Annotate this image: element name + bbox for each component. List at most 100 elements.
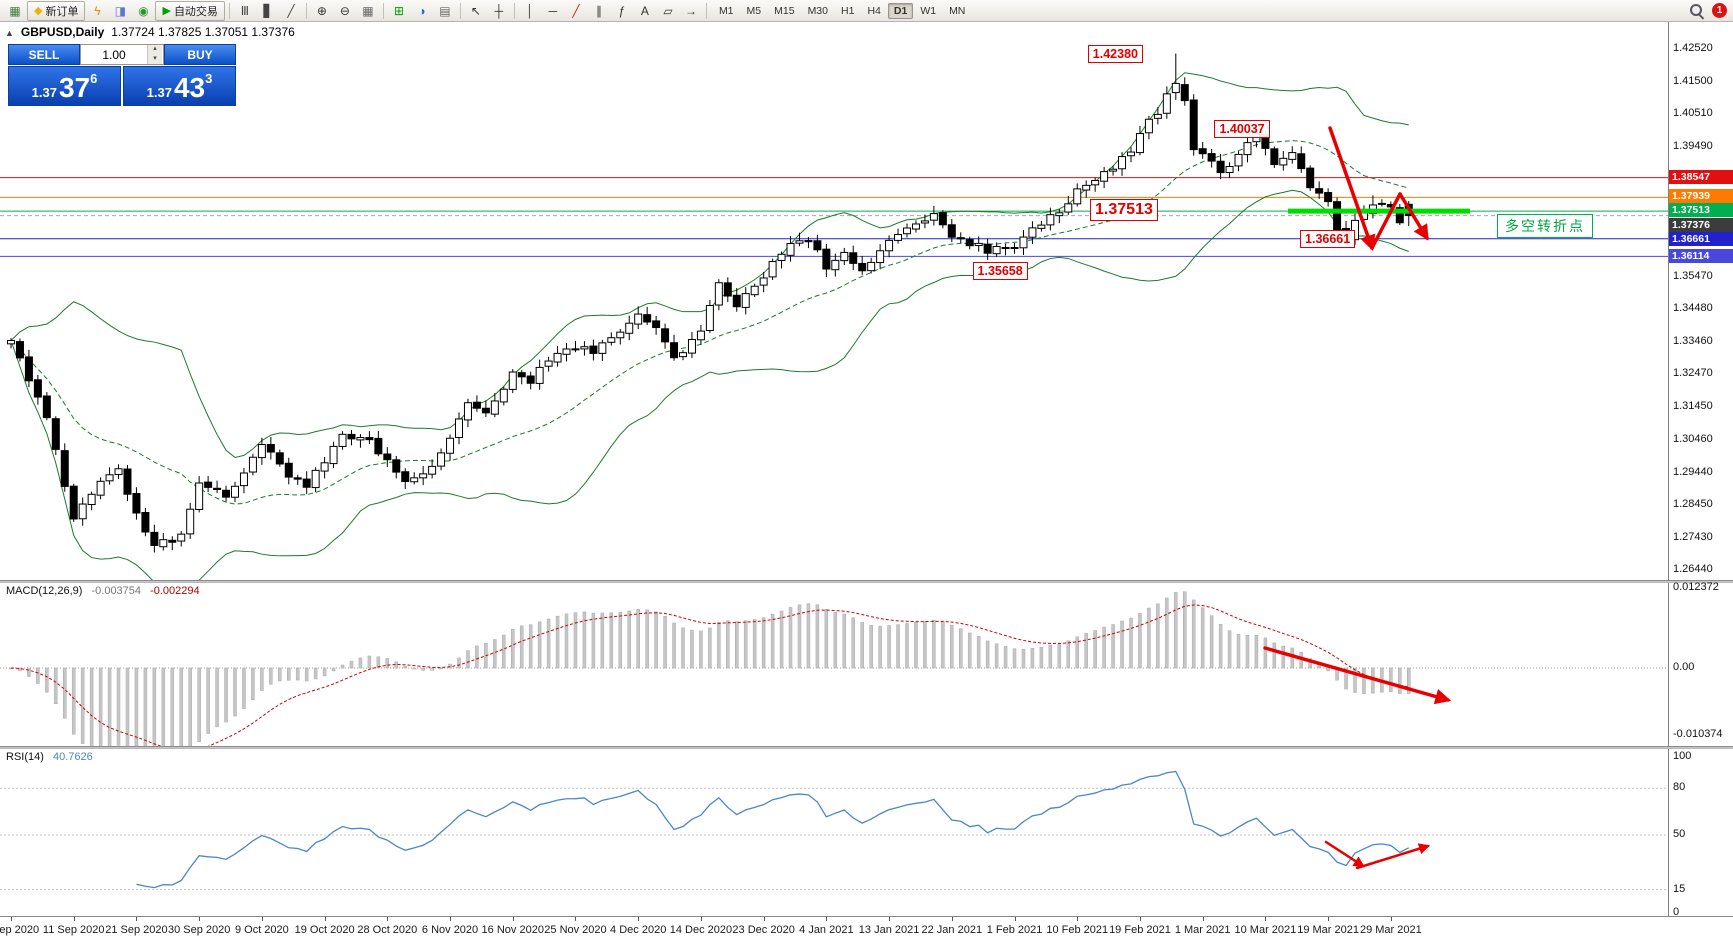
trend-arrow — [1398, 192, 1429, 241]
volume-increase-button[interactable]: ▴ — [148, 45, 162, 55]
candle-body — [1207, 153, 1216, 162]
macd-histogram-bar — [1254, 635, 1259, 669]
timeframe-d1[interactable]: D1 — [887, 2, 914, 19]
macd-histogram-bar — [636, 609, 640, 669]
sell-price-display[interactable]: 1.37 37 6 — [8, 66, 121, 106]
macd-histogram-bar — [1003, 646, 1008, 669]
tile-windows-icon[interactable]: ▦ — [362, 3, 374, 18]
macd-histogram-bar — [224, 667, 228, 723]
price-tick: 1.26440 — [1673, 562, 1713, 575]
timeframe-m1[interactable]: M1 — [718, 4, 734, 17]
line-chart-icon[interactable]: ╱ — [287, 3, 295, 18]
collapse-toggle[interactable]: ▲ — [5, 28, 14, 38]
macd-histogram-bar — [1093, 630, 1097, 669]
fibonacci-icon[interactable]: ƒ — [618, 3, 626, 18]
macd-histogram-bar — [1012, 648, 1017, 669]
text-icon[interactable]: A — [640, 3, 649, 18]
volume-decrease-button[interactable]: ▾ — [148, 54, 162, 64]
autotrading-button[interactable]: ▶ 自动交易 — [155, 0, 225, 21]
macd-histogram-bar — [1102, 626, 1106, 669]
trend-arrow — [1263, 646, 1452, 705]
price-tick: 1.32470 — [1673, 367, 1713, 380]
notification-badge[interactable]: 1 — [1712, 3, 1727, 18]
macd-histogram-bar — [63, 667, 67, 719]
zoom-out-icon[interactable]: ⊖ — [339, 3, 350, 18]
cursor-icon[interactable]: ↖ — [470, 3, 481, 18]
macd-histogram-bar — [439, 667, 443, 670]
candle-body — [732, 294, 741, 308]
timeframe-m30[interactable]: M30 — [807, 4, 828, 17]
candle-body — [1377, 202, 1386, 205]
search-icon[interactable] — [1689, 3, 1704, 18]
macd-scale-tick: 0.012372 — [1673, 581, 1719, 593]
candle-body — [1037, 224, 1046, 229]
macd-histogram-bar — [421, 667, 425, 671]
text-label-icon[interactable]: ▱ — [663, 3, 673, 18]
chart-canvas[interactable] — [0, 22, 1733, 916]
candle-body — [446, 437, 455, 454]
price-tick: 1.27430 — [1673, 530, 1713, 543]
buy-button[interactable]: BUY — [164, 44, 236, 65]
date-label: 10 Mar 2021 — [1234, 924, 1297, 936]
candle-body — [616, 331, 625, 339]
timeframe-m15[interactable]: M15 — [774, 4, 795, 17]
timeframe-h1[interactable]: H1 — [841, 4, 855, 17]
buy-price-display[interactable]: 1.37 43 3 — [123, 66, 236, 106]
timeframe-w1[interactable]: W1 — [920, 4, 937, 17]
macd-histogram-bar — [1407, 667, 1411, 694]
candle-body — [1270, 148, 1279, 166]
profiles-icon[interactable]: ◨ — [114, 3, 127, 18]
candle-body — [257, 444, 266, 459]
zoom-in-icon[interactable]: ⊕ — [316, 3, 327, 18]
new-chart-icon[interactable]: ▦ — [9, 3, 21, 18]
timeframe-h4[interactable]: H4 — [867, 4, 881, 17]
panel-splitter[interactable] — [0, 746, 1733, 749]
macd-histogram-bar — [457, 657, 461, 669]
templates-icon[interactable]: ▤ — [439, 3, 451, 18]
time-tick — [1390, 917, 1392, 921]
macd-histogram-bar — [582, 611, 587, 669]
trendline-icon[interactable]: ╱ — [572, 3, 580, 18]
date-label: 2 Sep 2020 — [0, 924, 40, 936]
crosshair-icon[interactable]: ┼ — [494, 3, 504, 18]
indicators-icon[interactable]: ⊞ — [393, 3, 404, 18]
equidistant-channel-icon[interactable]: ∥ — [595, 3, 602, 18]
macd-histogram-bar — [448, 663, 452, 669]
macd-histogram-bar — [815, 604, 820, 669]
timeframe-m5[interactable]: M5 — [746, 4, 762, 17]
sell-button[interactable]: SELL — [8, 44, 80, 65]
buy-price-small: 1.37 — [146, 85, 172, 100]
candle-body — [186, 508, 195, 535]
candle-body — [1162, 93, 1171, 114]
macd-histogram-bar — [1326, 667, 1330, 672]
horizontal-line-icon[interactable]: ─ — [548, 3, 558, 18]
macd-histogram-bar — [1344, 667, 1348, 690]
price-tick: 1.39490 — [1673, 140, 1713, 153]
rsi-indicator-label: RSI(14) 40.7626 — [6, 751, 93, 763]
candle-body — [1091, 180, 1100, 186]
macd-histogram-bar — [967, 632, 972, 669]
bollinger-lower-band — [10, 189, 1409, 580]
community-icon[interactable]: ◉ — [138, 3, 149, 18]
candlestick-chart-icon[interactable]: ▋ — [263, 3, 273, 18]
volume-input[interactable] — [81, 45, 147, 64]
timeframe-mn[interactable]: MN — [949, 4, 966, 17]
candle-body — [992, 245, 1001, 255]
periods-icon[interactable]: ◑ — [418, 3, 426, 18]
candle-body — [347, 433, 356, 440]
macd-scale-tick: -0.010374 — [1673, 728, 1723, 740]
arrows-icon[interactable]: → — [684, 3, 697, 18]
candle-body — [1171, 82, 1180, 94]
macd-histogram-bar — [242, 667, 246, 709]
quick-alert-icon[interactable]: ϟ — [94, 3, 101, 18]
panel-splitter[interactable] — [0, 580, 1733, 583]
price-level-tag: 1.37939 — [1669, 189, 1733, 203]
candle-body — [481, 407, 490, 414]
vertical-line-icon[interactable]: │ — [526, 3, 534, 18]
candle-body — [266, 443, 275, 453]
date-label: 14 Dec 2020 — [669, 924, 733, 936]
new-order-button[interactable]: ◆ 新订单 — [27, 0, 86, 21]
bar-chart-icon[interactable]: Ⅲ — [240, 3, 250, 18]
candle-body — [920, 220, 929, 224]
